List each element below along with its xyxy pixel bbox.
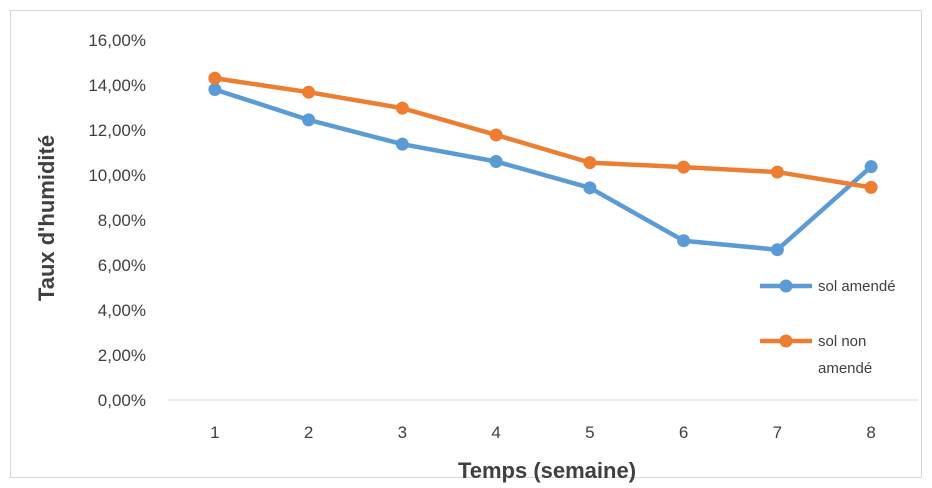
data-point — [770, 243, 784, 257]
legend-entry: sol non amendé — [760, 333, 872, 377]
x-tick-label: 1 — [210, 423, 219, 442]
y-tick-label: 0,00% — [98, 391, 146, 410]
legend-entry: sol amendé — [760, 278, 896, 295]
data-point — [770, 165, 784, 179]
series-line — [212, 76, 874, 190]
x-tick-label: 6 — [679, 423, 688, 442]
legend-swatch-marker — [779, 279, 793, 293]
y-axis-title: Taux d'humidité — [34, 135, 59, 301]
data-point — [302, 113, 316, 127]
data-point — [583, 181, 597, 195]
x-tick-label: 4 — [491, 423, 500, 442]
data-point — [583, 156, 597, 170]
x-tick-label: 3 — [398, 423, 407, 442]
y-tick-label: 16,00% — [88, 31, 146, 50]
y-axis-ticks: 0,00% 2,00% 4,00% 6,00% 8,00% 10,00% 12,00% 14,… — [88, 31, 146, 410]
x-tick-label: 7 — [773, 423, 782, 442]
data-point — [677, 234, 691, 248]
y-tick-label: 4,00% — [98, 301, 146, 320]
data-point — [677, 160, 691, 174]
data-point — [864, 160, 878, 174]
data-point — [489, 155, 503, 168]
data-point — [208, 71, 222, 85]
data-point — [302, 85, 316, 99]
series-1 — [208, 83, 878, 257]
y-tick-label: 12,00% — [88, 121, 146, 140]
series-2 — [208, 71, 878, 194]
data-point — [395, 137, 409, 151]
legend-swatch-marker — [779, 334, 793, 348]
y-tick-label: 8,00% — [98, 211, 146, 230]
legend-label: sol non — [818, 333, 866, 350]
x-tick-label: 5 — [585, 423, 594, 442]
y-tick-label: 6,00% — [98, 256, 146, 275]
series-line — [212, 87, 874, 252]
data-point — [489, 128, 503, 142]
y-tick-label: 2,00% — [98, 346, 146, 365]
data-point — [864, 180, 878, 194]
legend-label: amendé — [818, 360, 872, 377]
data-point — [395, 101, 409, 115]
legend-label: sol amendé — [818, 278, 896, 295]
data-point — [208, 83, 222, 96]
y-tick-label: 14,00% — [88, 76, 146, 95]
series-layer — [208, 71, 878, 257]
x-tick-label: 2 — [304, 423, 313, 442]
x-axis-title: Temps (semaine) — [458, 458, 636, 483]
x-tick-label: 8 — [866, 423, 875, 442]
legend: sol amendé sol non amendé — [760, 278, 896, 377]
x-axis-ticks: 1 2 3 4 5 6 7 8 — [210, 423, 876, 442]
y-tick-label: 10,00% — [88, 166, 146, 185]
